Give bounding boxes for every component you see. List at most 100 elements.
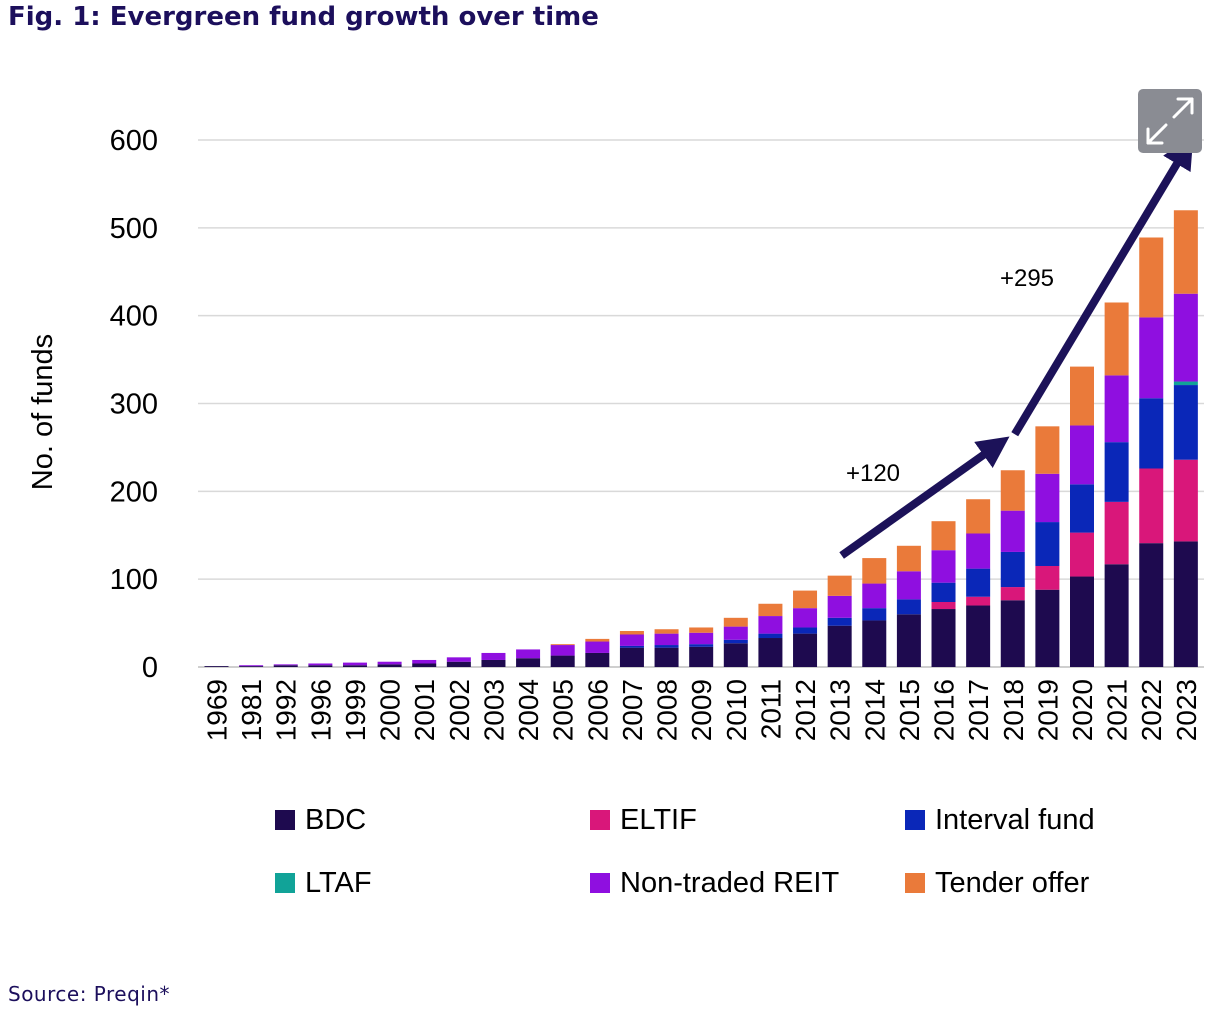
bar-segment [827, 595, 852, 618]
legend-swatch [905, 810, 925, 830]
legend-swatch [590, 810, 610, 830]
bar-segment [550, 645, 575, 656]
bars [204, 210, 1198, 667]
bar-segment [862, 558, 887, 584]
bar-segment [342, 665, 367, 667]
bar-segment [1070, 484, 1094, 533]
bar-segment [1104, 501, 1129, 565]
x-axis-ticks: 1969 1981 1992 1996 1999 2000 2001 2002 2003 2004… [202, 679, 1202, 741]
x-tick-label: 2018 [998, 679, 1029, 741]
legend-label: LTAF [305, 867, 372, 899]
y-tick-label: 100 [110, 564, 158, 596]
x-tick-label: 2022 [1136, 679, 1167, 741]
bar-segment [1070, 532, 1094, 577]
legend-item: Interval fund [905, 804, 1095, 836]
bar-segment [619, 647, 644, 667]
x-tick-label: 2007 [617, 679, 648, 741]
bar-segment [239, 665, 264, 667]
bar-segment [585, 641, 610, 653]
bar-segment [1173, 541, 1198, 667]
legend-item: LTAF [275, 867, 372, 899]
x-tick-label: 2019 [1032, 679, 1063, 741]
bar-segment [1035, 522, 1060, 566]
legend-label: ELTIF [620, 804, 697, 836]
bar-segment [654, 633, 679, 646]
bar-segment [862, 583, 887, 609]
bar-segment [1070, 425, 1094, 485]
bar-segment [1173, 459, 1198, 542]
bar-segment [966, 499, 991, 534]
bar-segment [1000, 600, 1025, 667]
bar-segment [896, 545, 921, 572]
bar-segment [862, 620, 887, 667]
bar-segment [446, 657, 471, 662]
bar-segment [1035, 565, 1060, 590]
expand-arrows-icon [1146, 97, 1194, 145]
bar-segment [273, 665, 298, 667]
growth-arrow [839, 436, 1010, 559]
bar-segment [516, 658, 541, 667]
bar-segment [689, 627, 714, 633]
x-tick-label: 2002 [444, 679, 475, 741]
bar-segment [619, 645, 644, 648]
legend: BDC ELTIF Interval fund LTAF Non-traded REIT… [275, 804, 1095, 899]
bar-segment [273, 664, 298, 666]
bar-segment [896, 599, 921, 615]
x-tick-label: 1981 [236, 679, 267, 741]
bar-segment [689, 632, 714, 645]
x-tick-label: 2008 [652, 679, 683, 741]
bar-segment [758, 638, 783, 667]
bar-segment [1139, 317, 1164, 399]
growth-annotations: +120 +295 [839, 136, 1194, 559]
bar-segment [1000, 470, 1025, 511]
bar-segment [550, 644, 575, 646]
bar-segment [931, 550, 956, 583]
bar-segment [1035, 473, 1060, 523]
bar-segment [585, 652, 610, 667]
bar-segment [377, 664, 402, 667]
x-tick-label: 2001 [409, 679, 440, 741]
bar-segment [1000, 510, 1025, 552]
bar-segment [1173, 210, 1198, 294]
bar-segment [931, 582, 956, 603]
growth-annotation-label: +295 [1000, 265, 1054, 292]
bar-segment [689, 646, 714, 667]
bar-segment [689, 644, 714, 647]
chart-canvas: 0 100 200 300 400 500 600 1969 1981 1992 1996 1999… [27, 125, 1204, 899]
bar-segment [412, 663, 437, 667]
bar-segment [966, 596, 991, 606]
bar-segment [619, 630, 644, 635]
bar-segment [308, 665, 333, 667]
legend-swatch [275, 810, 295, 830]
x-tick-label: 2014 [859, 679, 890, 741]
bar-segment [896, 614, 921, 667]
x-tick-label: 2016 [929, 679, 960, 741]
legend-label: Interval fund [935, 804, 1095, 836]
bar-segment [758, 616, 783, 634]
y-tick-label: 600 [110, 125, 158, 157]
legend-swatch [905, 873, 925, 893]
x-tick-label: 2021 [1102, 679, 1133, 741]
x-tick-label: 2017 [963, 679, 994, 741]
expand-button[interactable] [1138, 89, 1202, 153]
legend-item: Non-traded REIT [590, 867, 839, 899]
bar-segment [827, 625, 852, 667]
x-tick-label: 2010 [721, 679, 752, 741]
x-tick-label: 1996 [305, 679, 336, 741]
growth-arrow [1011, 136, 1194, 437]
x-tick-label: 2013 [825, 679, 856, 741]
bar-segment [377, 661, 402, 665]
bar-segment [585, 638, 610, 642]
x-tick-label: 1992 [271, 679, 302, 741]
bar-segment [793, 590, 818, 609]
bar-segment [1104, 302, 1129, 376]
bar-segment [1104, 442, 1129, 502]
bar-segment [1139, 237, 1164, 318]
bar-segment [1139, 543, 1164, 667]
legend-item: Tender offer [905, 867, 1090, 899]
bar-segment [654, 629, 679, 634]
x-tick-label: 2011 [755, 679, 786, 739]
x-tick-label: 2020 [1067, 679, 1098, 741]
bar-segment [1070, 576, 1094, 667]
bar-segment [966, 605, 991, 667]
